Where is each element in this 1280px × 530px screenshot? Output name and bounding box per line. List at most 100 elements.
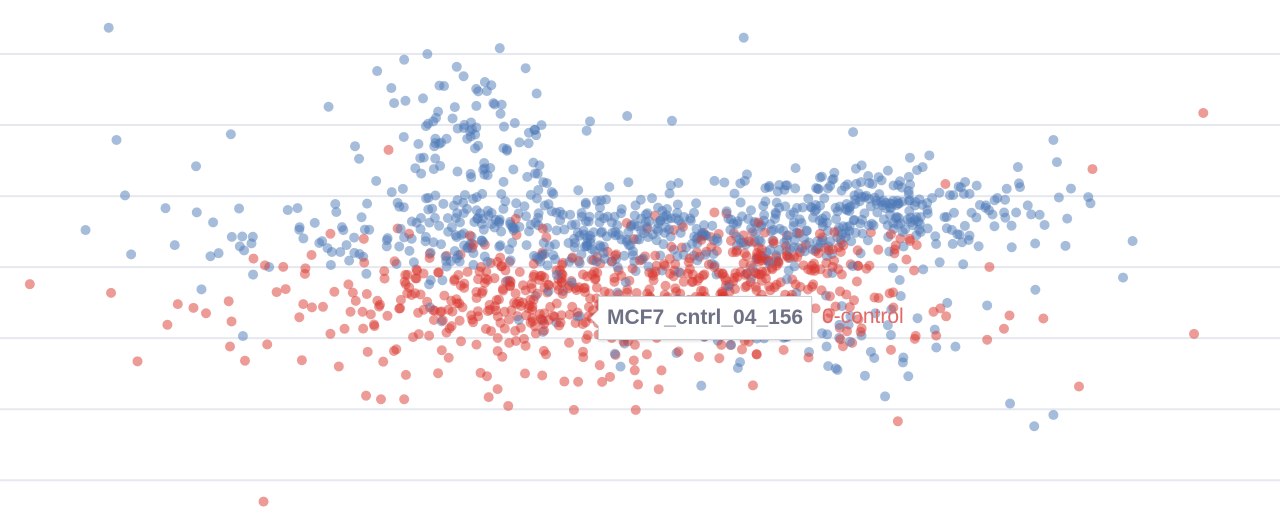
point-blue-group[interactable] (336, 222, 347, 233)
point-blue-group[interactable] (822, 329, 833, 340)
point-blue-group[interactable] (612, 262, 623, 273)
point-0-control[interactable] (428, 315, 439, 326)
point-0-control[interactable] (842, 326, 853, 337)
point-blue-group[interactable] (905, 179, 916, 190)
point-0-control[interactable] (731, 245, 742, 256)
point-0-control[interactable] (747, 380, 758, 391)
point-blue-group[interactable] (442, 213, 453, 224)
point-0-control[interactable] (567, 301, 578, 312)
point-blue-group[interactable] (559, 224, 570, 235)
point-blue-group[interactable] (423, 192, 434, 203)
point-0-control[interactable] (616, 270, 627, 281)
point-blue-group[interactable] (803, 193, 814, 204)
point-0-control[interactable] (188, 302, 199, 313)
point-blue-group[interactable] (595, 242, 606, 253)
point-0-control[interactable] (577, 346, 588, 357)
point-blue-group[interactable] (482, 170, 493, 181)
point-blue-group[interactable] (1039, 219, 1050, 230)
point-blue-group[interactable] (434, 80, 445, 91)
point-0-control[interactable] (223, 296, 234, 307)
point-blue-group[interactable] (536, 120, 547, 131)
point-0-control[interactable] (823, 245, 834, 256)
point-blue-group[interactable] (735, 178, 746, 189)
point-0-control[interactable] (892, 416, 903, 427)
point-blue-group[interactable] (382, 233, 393, 244)
point-0-control[interactable] (504, 314, 515, 325)
point-blue-group[interactable] (120, 190, 131, 201)
point-blue-group[interactable] (1022, 200, 1033, 211)
point-0-control[interactable] (855, 326, 866, 337)
point-blue-group[interactable] (665, 213, 676, 224)
point-0-control[interactable] (824, 291, 835, 302)
point-0-control[interactable] (725, 235, 736, 246)
point-0-control[interactable] (628, 355, 639, 366)
point-blue-group[interactable] (960, 176, 971, 187)
point-blue-group[interactable] (397, 183, 408, 194)
point-blue-group[interactable] (477, 188, 488, 199)
point-blue-group[interactable] (507, 221, 518, 232)
point-0-control[interactable] (714, 353, 725, 364)
point-blue-group[interactable] (530, 217, 541, 228)
point-0-control[interactable] (686, 276, 697, 287)
point-blue-group[interactable] (469, 216, 480, 227)
point-0-control[interactable] (413, 329, 424, 340)
point-0-control[interactable] (201, 308, 212, 319)
point-blue-group[interactable] (746, 205, 757, 216)
point-blue-group[interactable] (386, 83, 397, 94)
point-0-control[interactable] (604, 288, 615, 299)
point-0-control[interactable] (520, 368, 531, 379)
point-blue-group[interactable] (294, 224, 305, 235)
point-0-control[interactable] (379, 266, 390, 277)
point-0-control[interactable] (703, 259, 714, 270)
point-blue-group[interactable] (317, 236, 328, 247)
point-blue-group[interactable] (653, 202, 664, 213)
point-blue-group[interactable] (247, 231, 258, 242)
point-blue-group[interactable] (831, 214, 842, 225)
point-blue-group[interactable] (421, 121, 432, 132)
point-blue-group[interactable] (576, 208, 587, 219)
point-0-control[interactable] (374, 299, 385, 310)
point-blue-group[interactable] (550, 239, 561, 250)
point-0-control[interactable] (399, 394, 410, 405)
point-blue-group[interactable] (805, 202, 816, 213)
point-0-control[interactable] (798, 260, 809, 271)
point-0-control[interactable] (651, 260, 662, 271)
point-blue-group[interactable] (213, 248, 224, 259)
point-0-control[interactable] (838, 240, 849, 251)
point-blue-group[interactable] (570, 219, 581, 230)
point-0-control[interactable] (697, 270, 708, 281)
point-0-control[interactable] (358, 323, 369, 334)
point-blue-group[interactable] (550, 254, 561, 265)
point-blue-group[interactable] (496, 189, 507, 200)
point-blue-group[interactable] (434, 220, 445, 231)
point-0-control[interactable] (579, 283, 590, 294)
point-0-control[interactable] (790, 279, 801, 290)
point-0-control[interactable] (339, 323, 350, 334)
point-0-control[interactable] (514, 267, 525, 278)
point-blue-group[interactable] (111, 134, 122, 145)
point-blue-group[interactable] (237, 231, 248, 242)
point-blue-group[interactable] (1048, 134, 1059, 145)
point-blue-group[interactable] (973, 241, 984, 252)
point-blue-group[interactable] (872, 207, 883, 218)
point-0-control[interactable] (564, 337, 575, 348)
point-blue-group[interactable] (609, 348, 620, 359)
point-0-control[interactable] (556, 259, 567, 270)
point-blue-group[interactable] (585, 116, 596, 127)
point-0-control[interactable] (482, 371, 493, 382)
point-blue-group[interactable] (427, 203, 438, 214)
point-blue-group[interactable] (248, 269, 259, 280)
point-0-control[interactable] (472, 306, 483, 317)
point-0-control[interactable] (132, 356, 143, 367)
point-blue-group[interactable] (696, 380, 707, 391)
point-blue-group[interactable] (819, 193, 830, 204)
point-blue-group[interactable] (354, 249, 365, 260)
point-blue-group[interactable] (758, 200, 769, 211)
point-0-control[interactable] (424, 330, 435, 341)
point-0-control[interactable] (368, 319, 379, 330)
point-blue-group[interactable] (1029, 421, 1040, 432)
point-blue-group[interactable] (425, 247, 436, 258)
point-blue-group[interactable] (874, 189, 885, 200)
point-blue-group[interactable] (664, 188, 675, 199)
point-blue-group[interactable] (734, 234, 745, 245)
